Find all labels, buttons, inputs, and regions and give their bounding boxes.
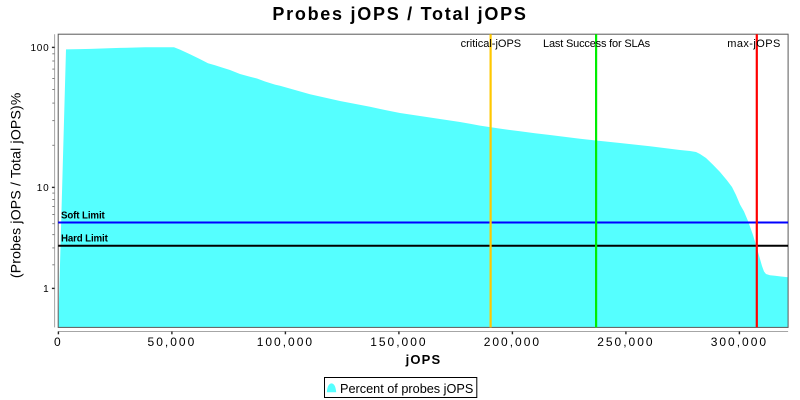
- svg-text:Hard Limit: Hard Limit: [61, 234, 109, 245]
- svg-text:10: 10: [37, 183, 50, 194]
- svg-text:(Probes jOPS / Total jOPS)%: (Probes jOPS / Total jOPS)%: [8, 92, 24, 278]
- svg-text:0: 0: [54, 335, 63, 349]
- svg-text:1: 1: [43, 284, 49, 295]
- svg-text:100,000: 100,000: [257, 335, 314, 349]
- svg-text:200,000: 200,000: [484, 335, 541, 349]
- svg-text:jOPS: jOPS: [405, 352, 442, 367]
- svg-text:Last Success for SLAs: Last Success for SLAs: [543, 38, 651, 50]
- svg-text:50,000: 50,000: [148, 335, 197, 349]
- svg-text:Probes jOPS / Total jOPS: Probes jOPS / Total jOPS: [272, 4, 527, 24]
- svg-text:150,000: 150,000: [370, 335, 427, 349]
- svg-text:Soft Limit: Soft Limit: [61, 210, 106, 221]
- svg-text:300,000: 300,000: [711, 335, 768, 349]
- svg-text:250,000: 250,000: [597, 335, 654, 349]
- svg-text:Percent of probes jOPS: Percent of probes jOPS: [340, 382, 473, 396]
- svg-text:critical-jOPS: critical-jOPS: [461, 38, 522, 50]
- svg-text:max-jOPS: max-jOPS: [727, 38, 780, 50]
- svg-text:100: 100: [30, 43, 49, 54]
